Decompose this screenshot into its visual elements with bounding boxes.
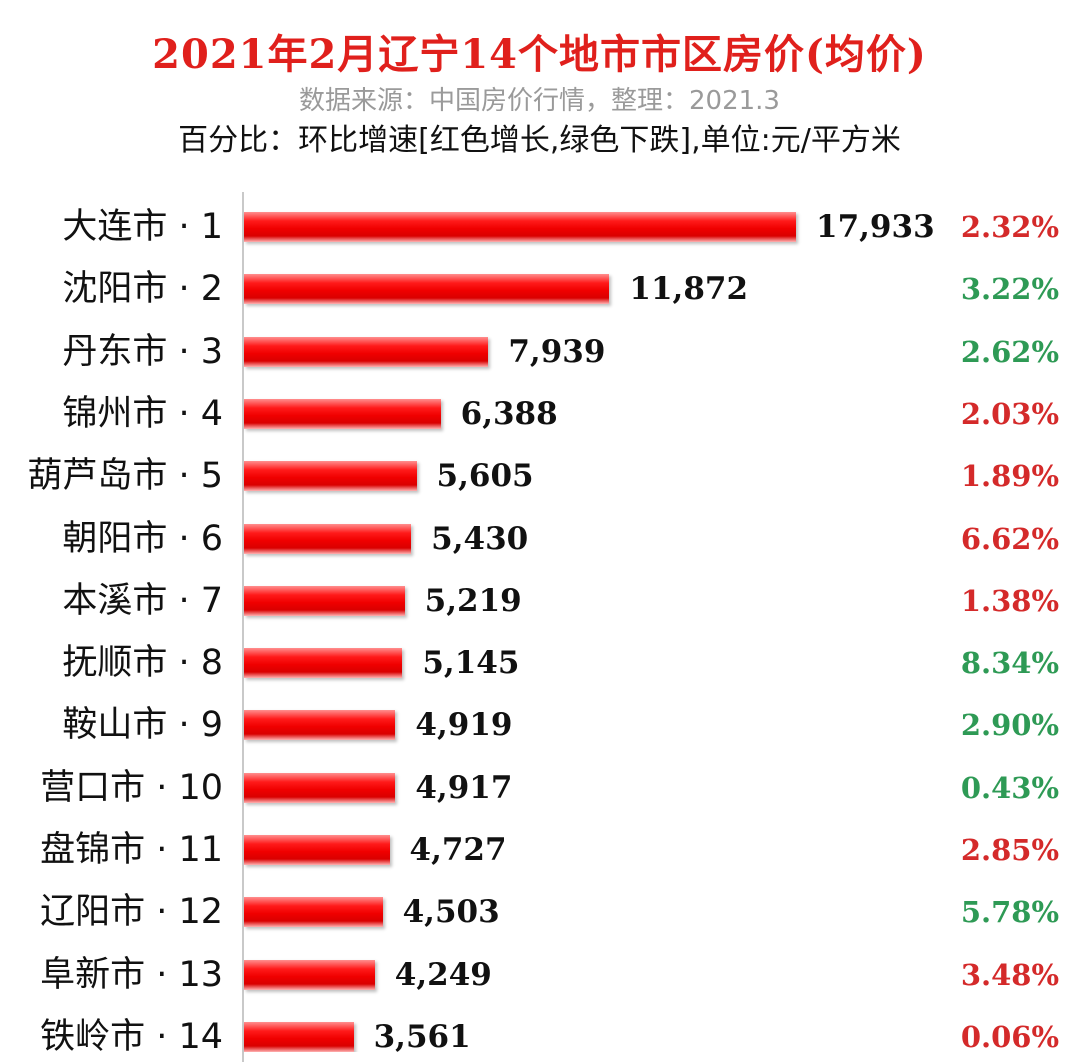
category-label: 阜新市 · 13 (40, 954, 223, 995)
value-label: 11,872 (629, 271, 749, 308)
category-label: 朝阳市 · 6 (62, 518, 223, 559)
change-label: 2.03% (960, 396, 1059, 431)
bar (244, 897, 383, 928)
category-label: 辽阳市 · 12 (40, 892, 223, 933)
value-label: 4,503 (402, 894, 500, 931)
bar (244, 212, 796, 242)
value-label: 4,727 (409, 832, 507, 868)
category-label: 葫芦岛市 · 5 (27, 456, 223, 497)
change-label: 6.62% (960, 521, 1059, 556)
change-label: 2.32% (960, 210, 1059, 244)
bar (244, 772, 396, 803)
chart-subtitle: 百分比：环比增速[红色增长,绿色下跌],单位:元/平方米 (178, 123, 901, 158)
value-label: 6,388 (460, 395, 558, 432)
value-label: 5,219 (424, 582, 522, 619)
category-label: 营口市 · 10 (40, 767, 223, 808)
value-label: 4,919 (415, 707, 513, 744)
value-label: 5,145 (422, 645, 520, 682)
category-label: 锦州市 · 4 (62, 393, 223, 434)
bar (244, 710, 396, 741)
category-label: 盘锦市 · 11 (40, 830, 223, 870)
bar (244, 274, 610, 305)
category-label: 鞍山市 · 9 (62, 705, 223, 746)
bar (244, 523, 412, 554)
bar (244, 461, 417, 492)
change-label: 3.22% (960, 272, 1059, 307)
category-label: 本溪市 · 7 (62, 580, 223, 621)
change-label: 5.78% (960, 895, 1059, 930)
change-label: 8.34% (960, 646, 1059, 681)
bar (244, 336, 489, 367)
value-label: 3,561 (373, 1018, 471, 1052)
chart-title: 2021年2月辽宁14个地市市区房价(均价) (152, 31, 927, 78)
value-label: 17,933 (816, 209, 935, 245)
bar (244, 1021, 354, 1052)
bar (244, 585, 405, 616)
change-label: 1.89% (960, 459, 1059, 494)
value-label: 4,917 (415, 769, 513, 806)
change-label: 2.85% (960, 833, 1059, 867)
change-label: 0.43% (960, 770, 1059, 805)
value-label: 5,430 (431, 520, 529, 557)
chart-source: 数据来源：中国房价行情，整理：2021.3 (299, 86, 780, 116)
value-label: 4,249 (394, 956, 492, 993)
change-label: 2.90% (960, 708, 1059, 743)
change-label: 2.62% (960, 334, 1059, 369)
bar (244, 959, 375, 990)
category-label: 沈阳市 · 2 (62, 269, 223, 310)
category-axis-line (242, 192, 244, 1062)
value-label: 5,605 (436, 458, 534, 495)
bar (244, 398, 441, 429)
category-label: 大连市 · 1 (62, 207, 223, 247)
category-label: 抚顺市 · 8 (62, 643, 223, 684)
bar (244, 648, 403, 679)
change-label: 1.38% (960, 583, 1059, 618)
value-label: 7,939 (508, 333, 606, 370)
category-label: 丹东市 · 3 (62, 331, 223, 372)
change-label: 3.48% (960, 957, 1059, 992)
category-label: 铁岭市 · 14 (40, 1016, 223, 1052)
change-label: 0.06% (960, 1019, 1059, 1052)
bar (244, 835, 390, 865)
